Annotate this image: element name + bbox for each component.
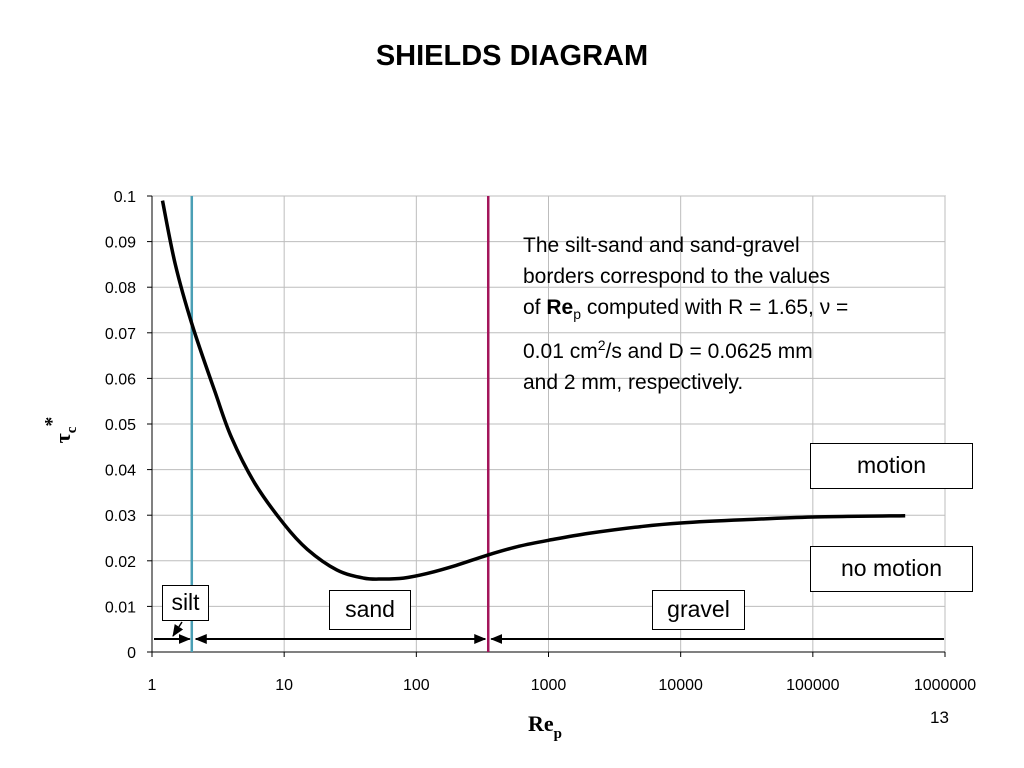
- series-line: [160, 200, 906, 581]
- note-line-4: 0.01 cm2/s and D = 0.0625 mm: [523, 330, 943, 367]
- x-axis-label: Rep: [528, 711, 562, 742]
- note-re-sub: p: [573, 306, 582, 323]
- note-line-1: The silt-sand and sand-gravel: [523, 234, 800, 257]
- silt-label: silt: [162, 585, 209, 621]
- y-tick-label: 0.09: [105, 235, 136, 252]
- shields-curve: [160, 200, 906, 581]
- note-line-3: of Rep computed with R = 1.65, ν =: [523, 292, 943, 330]
- page-number: 13: [930, 708, 949, 727]
- x-tick-label: 10000: [658, 677, 703, 694]
- y-tick-label: 0.02: [105, 554, 136, 571]
- y-tick-label: 0.07: [105, 326, 136, 343]
- border-lines: [190, 196, 490, 652]
- y-tick-label: 0.04: [105, 463, 136, 480]
- y-tick-label: 0: [127, 645, 136, 662]
- sand-label: sand: [329, 590, 411, 630]
- gravel-label: gravel: [652, 590, 745, 630]
- y-tick-label: 0.1: [114, 189, 136, 206]
- x-tick-label: 1: [148, 677, 157, 694]
- slide-title: SHIELDS DIAGRAM: [375, 40, 649, 72]
- y-tick-label: 0.03: [105, 508, 136, 525]
- x-tick-label: 1000: [531, 677, 567, 694]
- annotation-note: The silt-sand and sand-gravel borders co…: [523, 230, 943, 398]
- note-line-4-post: /s and D = 0.0625 mm: [605, 340, 813, 364]
- note-re-bold: Re: [546, 296, 574, 319]
- motion-label: motion: [810, 443, 973, 489]
- note-line-5: and 2 mm, respectively.: [523, 371, 744, 395]
- no-motion-label: no motion: [810, 546, 973, 592]
- axis-labels: Rep τc*: [41, 417, 562, 742]
- note-line-3-pre: of: [523, 296, 547, 319]
- y-tick-label: 0.06: [105, 371, 136, 388]
- note-line-3-post: computed with R = 1.65, ν =: [581, 296, 849, 319]
- note-line-2: borders correspond to the values: [523, 265, 831, 288]
- note-line-4-pre: 0.01 cm: [523, 340, 598, 364]
- note-cm-sup: 2: [597, 337, 606, 354]
- y-tick-label: 0.08: [105, 280, 136, 297]
- x-tick-label: 1000000: [914, 677, 976, 694]
- tick-labels: 0 0.01 0.02 0.03 0.04 0.05 0.06 0.07 0.08 0.09 0.1…: [105, 189, 976, 694]
- y-tick-label: 0.05: [105, 417, 136, 434]
- range-arrows: [154, 621, 944, 644]
- x-tick-label: 100000: [786, 677, 839, 694]
- silt-pointer-arrow: [172, 621, 184, 637]
- y-tick-label: 0.01: [105, 599, 136, 616]
- x-tick-label: 10: [275, 677, 293, 694]
- y-axis-label: τc*: [41, 417, 80, 444]
- x-tick-label: 100: [403, 677, 430, 694]
